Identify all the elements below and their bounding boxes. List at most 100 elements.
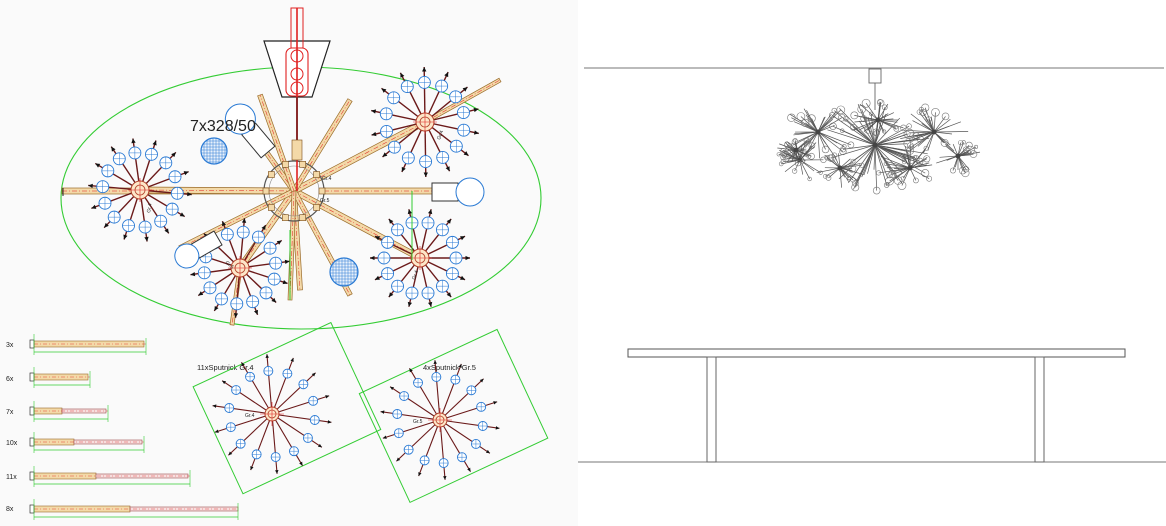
legend-qty-1: 3x (6, 342, 14, 349)
plan-drawing-panel: Gr.4 Gr.5 Gr.4 Gr.4 Gr.4 Gr.5 7x328/50 3x 6x … (0, 0, 578, 526)
sketch-spoke (839, 167, 865, 176)
sketch-spoke (817, 124, 835, 133)
spoke-arrow (275, 470, 279, 474)
sputnik-spoke (439, 419, 446, 480)
sputnik-hub-west (88, 138, 192, 242)
sketch-spoke (826, 157, 841, 169)
table-top (627, 348, 1126, 358)
spoke-arrow (190, 271, 196, 277)
spoke-arrow (465, 255, 470, 261)
sketch-bulb (869, 111, 874, 116)
sputnik-spoke (439, 363, 462, 421)
sketch-bulb (800, 159, 805, 164)
sketch-spoke (885, 163, 911, 169)
spoke-arrow (396, 457, 401, 462)
sketch-burst (816, 152, 865, 188)
detail-view-a: Gr.4 (192, 321, 382, 495)
sketch-spoke (933, 131, 969, 133)
sketch-spoke (817, 113, 832, 133)
spoke-arrow (317, 443, 322, 448)
sketch-spoke (790, 114, 819, 133)
ring-clamp (282, 161, 289, 168)
legend-qty-4: 10x (6, 440, 18, 447)
sketch-bulb (872, 128, 880, 137)
legend-qty-3: 7x (6, 409, 14, 416)
spoke-arrow (495, 426, 500, 430)
spoke-arrow (388, 292, 394, 298)
sketch-bulb (861, 98, 871, 108)
legend-qty-6: 8x (6, 506, 14, 513)
mast-coupling (285, 47, 309, 97)
sketch-bulb (881, 104, 888, 111)
spoke-arrow (458, 363, 462, 368)
sketch-spoke (877, 119, 898, 123)
chandelier-sketch (776, 98, 981, 195)
sputnik-spoke (271, 413, 303, 466)
spoke-arrow (179, 212, 185, 217)
spoke-arrow (460, 236, 466, 241)
sketch-spoke (854, 115, 879, 121)
spoke-arrow (370, 255, 375, 261)
sketch-spoke (874, 107, 886, 146)
spoke-arrow (446, 218, 452, 224)
sketch-bulb (791, 138, 799, 146)
sketch-bulb (792, 138, 798, 143)
sketch-burst (876, 142, 933, 190)
detail-a-title: 11xSputnick Gr.4 (197, 363, 254, 372)
spoke-arrow (401, 166, 406, 172)
sketch-bulb (883, 161, 889, 166)
sketch-spoke (859, 119, 879, 131)
sketch-bulb (931, 108, 940, 117)
detail-b-title: 4xSputnick Gr.5 (423, 363, 476, 372)
spoke-arrow (123, 234, 128, 240)
sketch-bulb (836, 105, 846, 115)
sketch-spoke (887, 167, 911, 185)
sketch-burst (936, 140, 981, 178)
radial-rod (139, 186, 295, 195)
sketch-bulb (803, 137, 810, 144)
sputnik-hubs-layer (88, 66, 479, 318)
sketch-bulb (776, 152, 781, 157)
lamp-housing-east (431, 177, 485, 207)
sketch-bulb (860, 115, 868, 122)
sketch-spoke (799, 159, 815, 172)
spoke-arrow (388, 218, 394, 224)
sketch-spoke (933, 112, 936, 133)
sketch-spoke (877, 119, 897, 130)
sketch-bulb (794, 160, 802, 167)
sketch-spoke (817, 131, 835, 156)
detail-view-b: Gr.5 (358, 328, 549, 504)
spoke-arrow (233, 313, 239, 318)
sketch-spoke (865, 103, 879, 121)
sketch-bulb (893, 125, 899, 130)
spoke-arrow (299, 461, 303, 466)
sketch-bulb (825, 175, 832, 181)
spoke-arrow (91, 204, 97, 209)
spoke-arrow (261, 225, 266, 231)
sputnik-spoke (418, 419, 441, 477)
rod-callout-label: 7x328/50 (190, 118, 256, 135)
spoke-arrow (228, 451, 233, 456)
legend-rod-row (29, 432, 145, 453)
ring-clamp (282, 214, 289, 221)
sputnik-spoke (241, 362, 273, 415)
sketch-bulb (849, 123, 857, 131)
sputnik-spoke (212, 405, 273, 415)
spoke-arrow (380, 410, 385, 414)
sketch-bulb (900, 124, 907, 132)
sketch-spoke (827, 129, 876, 146)
sputnik-spoke (380, 411, 441, 421)
detail-bounding-box (358, 328, 549, 504)
sputnik-spoke (266, 354, 273, 415)
sputnik-spoke (409, 368, 441, 421)
sketch-bulb (940, 138, 949, 147)
sputnik-spoke (271, 372, 316, 415)
sketch-bulb (823, 174, 828, 179)
sketch-spoke (880, 156, 911, 169)
sketch-spoke (901, 167, 911, 186)
spoke-arrow (428, 209, 433, 215)
sketch-spoke (945, 145, 959, 157)
sputnik-detail-views: 11xSputnick Gr.4 4xSputnick Gr.5 Gr.4 Gr.… (192, 321, 549, 504)
spoke-arrow (164, 228, 169, 234)
sketch-bulb (841, 144, 847, 149)
